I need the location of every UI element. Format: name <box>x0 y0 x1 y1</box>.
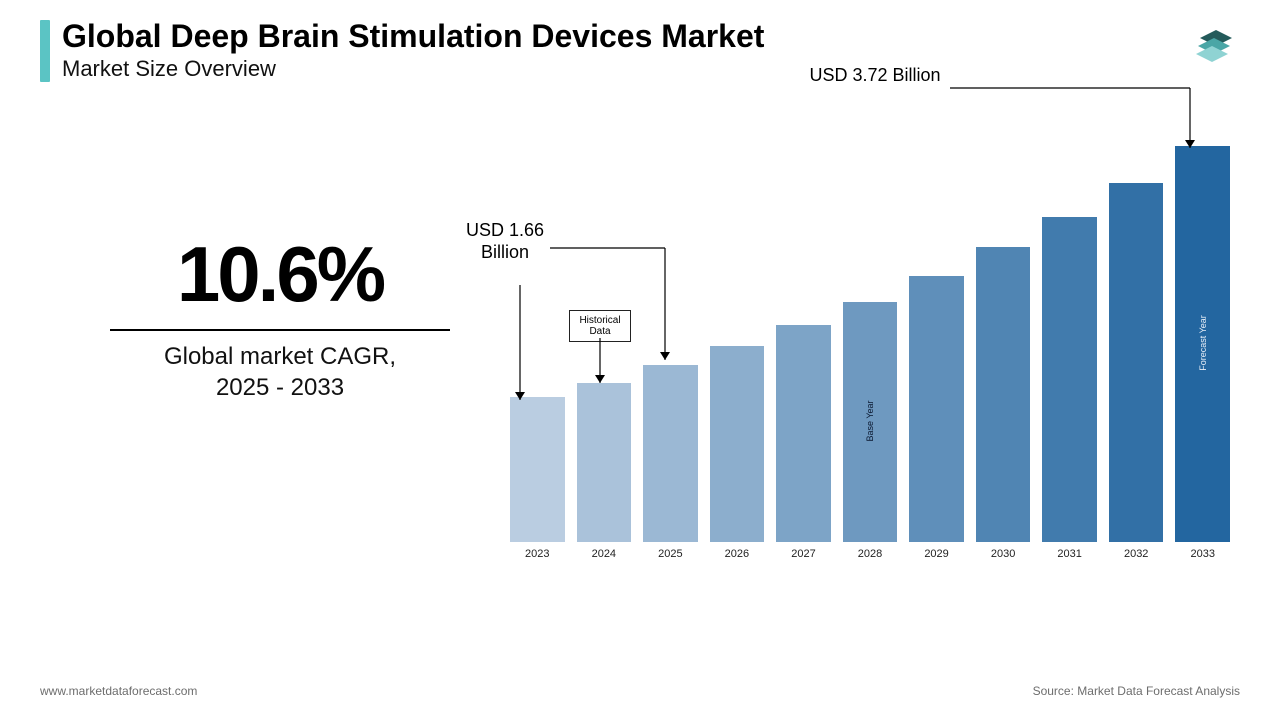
year-label: 2026 <box>725 548 749 560</box>
chart-bar-2032: 2032 <box>1109 183 1164 560</box>
chart-bar-2026: 2026 <box>710 346 765 560</box>
cagr-caption-line1: Global market CAGR, <box>110 341 450 372</box>
chart-bar-2031: 2031 <box>1042 217 1097 560</box>
cagr-caption-line2: 2025 - 2033 <box>110 372 450 403</box>
bar: Forecast Year <box>1175 146 1230 542</box>
bar <box>776 325 831 542</box>
year-label: 2030 <box>991 548 1015 560</box>
footer-site: www.marketdataforecast.com <box>40 684 197 698</box>
chart-bar-2030: 2030 <box>976 247 1031 560</box>
header-titles: Global Deep Brain Stimulation Devices Ma… <box>62 20 764 82</box>
year-label: 2024 <box>592 548 616 560</box>
market-size-bar-chart: 2023 2024 2025 2026 2027 Base Year 2028 2029 203… <box>510 120 1230 590</box>
forecast-year-label: Forecast Year <box>1198 315 1208 371</box>
footer-source: Source: Market Data Forecast Analysis <box>1033 684 1240 698</box>
callout-historical-data-label: Historical Data <box>579 315 620 337</box>
arrow-end-value-icon <box>950 78 1230 178</box>
bar <box>1042 217 1097 542</box>
page-subtitle: Market Size Overview <box>62 56 764 82</box>
page: Global Deep Brain Stimulation Devices Ma… <box>0 0 1280 720</box>
year-label: 2028 <box>858 548 882 560</box>
header: Global Deep Brain Stimulation Devices Ma… <box>40 20 764 82</box>
year-label: 2029 <box>924 548 948 560</box>
chart-bar-2028: Base Year 2028 <box>843 302 898 560</box>
cagr-block: 10.6% Global market CAGR, 2025 - 2033 <box>110 235 450 403</box>
header-accent <box>40 20 50 82</box>
year-label: 2027 <box>791 548 815 560</box>
arrow-historical-data-icon <box>580 338 620 398</box>
page-title: Global Deep Brain Stimulation Devices Ma… <box>62 20 764 54</box>
chart-bar-2033: Forecast Year 2033 <box>1175 146 1230 560</box>
bar <box>710 346 765 542</box>
base-year-label: Base Year <box>865 400 875 441</box>
year-label: 2033 <box>1191 548 1215 560</box>
bar <box>909 276 964 542</box>
year-label: 2031 <box>1057 548 1081 560</box>
bar: Base Year <box>843 302 898 542</box>
cagr-divider <box>110 329 450 331</box>
cagr-percent: 10.6% <box>110 235 450 313</box>
bar <box>976 247 1031 542</box>
brand-logo-icon <box>1192 20 1240 68</box>
chart-bar-2027: 2027 <box>776 325 831 560</box>
bar <box>1109 183 1164 542</box>
year-label: 2025 <box>658 548 682 560</box>
year-label: 2023 <box>525 548 549 560</box>
callout-end-value: USD 3.72 Billion <box>800 65 950 87</box>
year-label: 2032 <box>1124 548 1148 560</box>
chart-bar-2029: 2029 <box>909 276 964 560</box>
